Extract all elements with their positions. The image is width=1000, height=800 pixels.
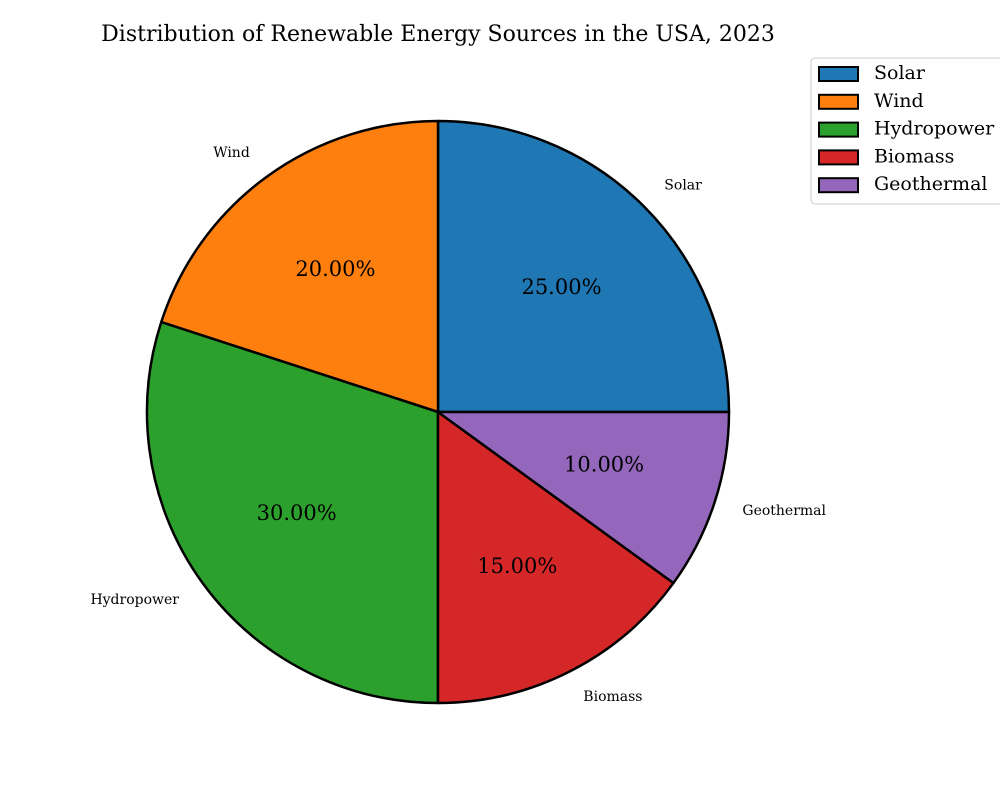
legend-swatch-geothermal (818, 177, 859, 194)
pct-label-geothermal: 10.00% (564, 453, 644, 477)
legend-label-hydropower: Hydropower (874, 118, 995, 140)
legend-label-solar: Solar (874, 62, 926, 84)
pct-label-biomass: 15.00% (477, 554, 557, 578)
legend-label-geothermal: Geothermal (874, 173, 987, 195)
chart-title: Distribution of Renewable Energy Sources… (101, 22, 775, 47)
legend-label-wind: Wind (874, 90, 924, 112)
legend-swatch-wind (818, 93, 859, 110)
legend-label-biomass: Biomass (874, 145, 954, 167)
legend-swatch-biomass (818, 149, 859, 166)
slice-labels: Solar Wind Hydropower Biomass Geothermal (90, 145, 826, 705)
legend-swatch-hydropower (818, 121, 859, 138)
pie-slices (145, 119, 731, 705)
pct-label-solar: 25.00% (521, 275, 601, 299)
slice-label-solar: Solar (664, 178, 702, 194)
slice-label-biomass: Biomass (583, 689, 642, 705)
pie-slice-solar (436, 119, 731, 414)
percentage-labels: 25.00% 20.00% 30.00% 15.00% 10.00% (257, 257, 644, 578)
pie-slice-biomass (436, 410, 675, 705)
legend: Solar Wind Hydropower Biomass Geothermal (810, 57, 1000, 205)
slice-label-geothermal: Geothermal (742, 503, 826, 519)
pct-label-wind: 20.00% (295, 257, 375, 281)
pct-label-hydropower: 30.00% (257, 501, 337, 525)
legend-swatch-solar (818, 66, 859, 82)
pie-slice-geothermal (436, 410, 731, 585)
slice-label-hydropower: Hydropower (90, 592, 179, 608)
pie-slice-hydropower (145, 320, 440, 705)
slice-label-wind: Wind (213, 145, 250, 161)
pie-slice-wind (159, 119, 440, 414)
